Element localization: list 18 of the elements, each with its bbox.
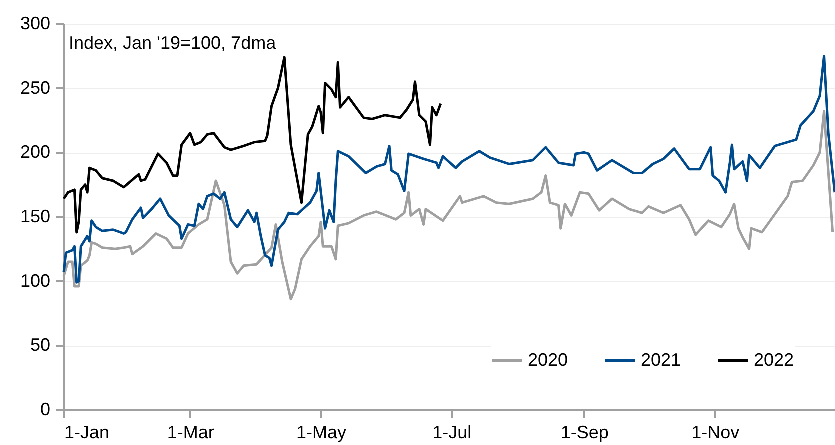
- y-tick-label: 300: [20, 14, 50, 34]
- x-tick-label: 1-Jan: [64, 422, 110, 442]
- line-series: [62, 56, 442, 234]
- legend-label: 2020: [528, 350, 568, 370]
- legend-label: 2022: [754, 350, 794, 370]
- x-tick-label: 1-Jul: [432, 422, 472, 442]
- y-tick-label: 50: [30, 335, 50, 356]
- y-tick-label: 200: [20, 142, 50, 162]
- x-tick-label: 1-May: [296, 422, 347, 442]
- x-tick-label: 1-Mar: [167, 422, 214, 442]
- legend-label: 2021: [641, 350, 682, 370]
- y-tick-label: 0: [40, 400, 50, 420]
- y-tick-label: 250: [20, 78, 50, 98]
- y-tick-label: 100: [20, 270, 50, 291]
- x-tick-label: 1-Sep: [560, 422, 609, 442]
- annotation: Index, Jan '19=100, 7dma: [69, 33, 278, 53]
- y-tick-label: 150: [20, 206, 50, 226]
- x-tick-label: 1-Nov: [692, 422, 740, 442]
